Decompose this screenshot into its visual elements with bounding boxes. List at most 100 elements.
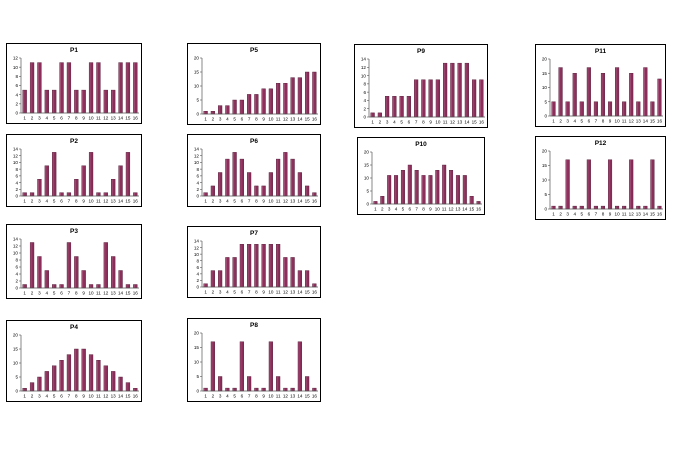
chart-p4-bar-highlight <box>37 377 39 391</box>
chart-p7-xtick-label: 11 <box>276 290 281 295</box>
chart-p12-xtick-label: 4 <box>573 212 576 217</box>
chart-p8-ytick-label: 20 <box>194 331 200 336</box>
chart-p4-xtick-label: 13 <box>111 394 117 399</box>
chart-p10-xtick-label: 9 <box>429 207 432 212</box>
chart-p11-title: P11 <box>595 48 607 55</box>
chart-p5-xtick-label: 3 <box>219 117 222 122</box>
chart-p10-xtick-label: 15 <box>469 207 475 212</box>
chart-p7-xtick-label: 16 <box>312 290 318 295</box>
chart-p2-xtick-label: 2 <box>31 199 34 204</box>
chart-p7-xtick-label: 4 <box>226 290 229 295</box>
chart-p8-bar-highlight <box>218 376 220 391</box>
chart-p2-ytick-label: 4 <box>15 180 18 185</box>
chart-p5-xtick-label: 13 <box>290 117 296 122</box>
chart-p10-xtick-label: 11 <box>442 207 447 212</box>
chart-p9-bar-highlight <box>414 80 416 117</box>
chart-p2-xtick-label: 11 <box>96 199 101 204</box>
chart-p4-bar-highlight <box>126 382 128 391</box>
chart-p8-ytick-label: 10 <box>194 360 200 365</box>
chart-p5-xtick-label: 1 <box>204 117 207 122</box>
chart-p6-bar-highlight <box>233 152 235 196</box>
chart-p4-xtick-label: 4 <box>46 394 49 399</box>
chart-p3-ytick-label: 8 <box>15 258 18 263</box>
chart-p6-bar-highlight <box>204 192 206 196</box>
chart-p7-xtick-label: 6 <box>241 290 244 295</box>
chart-p7-xtick-label: 15 <box>305 290 311 295</box>
chart-p6-ytick-label: 2 <box>196 187 199 192</box>
chart-p2-xtick-label: 8 <box>75 199 78 204</box>
chart-p2-xtick-label: 12 <box>103 199 109 204</box>
chart-p2-xtick-label: 14 <box>118 199 124 204</box>
chart-p5-bar-highlight <box>204 111 206 114</box>
chart-p10-bar-highlight <box>401 170 403 204</box>
chart-p7-bar-highlight <box>305 270 307 287</box>
chart-p12-ytick-label: 20 <box>542 149 548 154</box>
chart-p11-bar-highlight <box>573 73 575 116</box>
chart-p12-bar-highlight <box>629 160 631 209</box>
chart-p10-bar-highlight <box>463 175 465 204</box>
chart-p3-xtick-label: 13 <box>111 291 117 296</box>
chart-p2-xtick-label: 3 <box>38 199 41 204</box>
chart-p9-xtick-label: 3 <box>386 120 389 125</box>
chart-p10-xtick-label: 8 <box>422 207 425 212</box>
chart-p12-ytick-label: 5 <box>544 192 547 197</box>
chart-p3-xtick-label: 8 <box>75 291 78 296</box>
chart-p6-xtick-label: 11 <box>276 199 281 204</box>
chart-p11-xtick-label: 16 <box>657 119 663 124</box>
chart-p8-bar-highlight <box>204 388 206 391</box>
chart-p1-xtick-label: 3 <box>38 116 41 121</box>
chart-p5-xtick-label: 6 <box>241 117 244 122</box>
chart-p8-xtick-label: 14 <box>297 394 303 399</box>
chart-p1-ytick-label: 0 <box>15 111 18 116</box>
chart-p6-bar-highlight <box>269 172 271 196</box>
chart-p5-xtick-label: 11 <box>276 117 281 122</box>
chart-p4-bar-highlight <box>96 360 98 391</box>
chart-p2-bar-highlight <box>60 192 62 196</box>
chart-p8-bar-highlight <box>298 342 300 391</box>
chart-p8-bar-highlight <box>240 342 242 391</box>
chart-p10-bar-highlight <box>449 170 451 204</box>
chart-p3-xtick-label: 12 <box>103 291 109 296</box>
chart-p6-bar-highlight <box>218 172 220 196</box>
chart-p9-bar-highlight <box>378 113 380 117</box>
chart-p5-bar-highlight <box>225 105 227 114</box>
chart-p5-xtick-label: 9 <box>262 117 265 122</box>
chart-p1-bar-highlight <box>119 62 121 113</box>
chart-p9-bar-highlight <box>385 96 387 117</box>
chart-p10-xtick-label: 14 <box>462 207 468 212</box>
chart-p2-bar-highlight <box>30 192 32 196</box>
chart-p3-bar-highlight <box>111 256 113 288</box>
chart-p9-bar-highlight <box>400 96 402 117</box>
chart-p6-bar-highlight <box>225 159 227 196</box>
chart-p12-xtick-label: 15 <box>650 212 656 217</box>
chart-p5-bar-highlight <box>276 83 278 114</box>
chart-p3-bar-highlight <box>104 242 106 288</box>
chart-p8-xtick-label: 3 <box>219 394 222 399</box>
chart-p1-ytick-label: 10 <box>13 65 19 70</box>
chart-p7-xtick-label: 10 <box>268 290 274 295</box>
chart-p2-bar-highlight <box>37 179 39 196</box>
chart-p4-xtick-label: 10 <box>89 394 95 399</box>
chart-p5-xtick-label: 15 <box>305 117 311 122</box>
chart-p9-ytick-label: 2 <box>363 106 366 111</box>
chart-p11-bar-highlight <box>650 102 652 116</box>
chart-p6-ytick-label: 8 <box>196 167 199 172</box>
chart-p5-ytick-label: 15 <box>194 70 200 75</box>
chart-p12-bar-highlight <box>622 206 624 209</box>
chart-p5-xtick-label: 7 <box>248 117 251 122</box>
chart-p8-bar-highlight <box>225 388 227 391</box>
chart-p10-xtick-label: 5 <box>402 207 405 212</box>
chart-p9-xtick-label: 14 <box>464 120 470 125</box>
chart-p12-bar-highlight <box>643 206 645 209</box>
chart-p3-xtick-label: 9 <box>82 291 85 296</box>
chart-p7-bar-highlight <box>291 257 293 287</box>
chart-p6-bar-highlight <box>305 186 307 196</box>
chart-p2-bar-highlight <box>52 152 54 196</box>
chart-p11-bar-highlight <box>636 102 638 116</box>
chart-p4-bar-highlight <box>23 388 25 391</box>
chart-p2-xtick-label: 5 <box>53 199 56 204</box>
chart-p9-bar-highlight <box>479 80 481 117</box>
chart-p7-bar-highlight <box>298 270 300 287</box>
